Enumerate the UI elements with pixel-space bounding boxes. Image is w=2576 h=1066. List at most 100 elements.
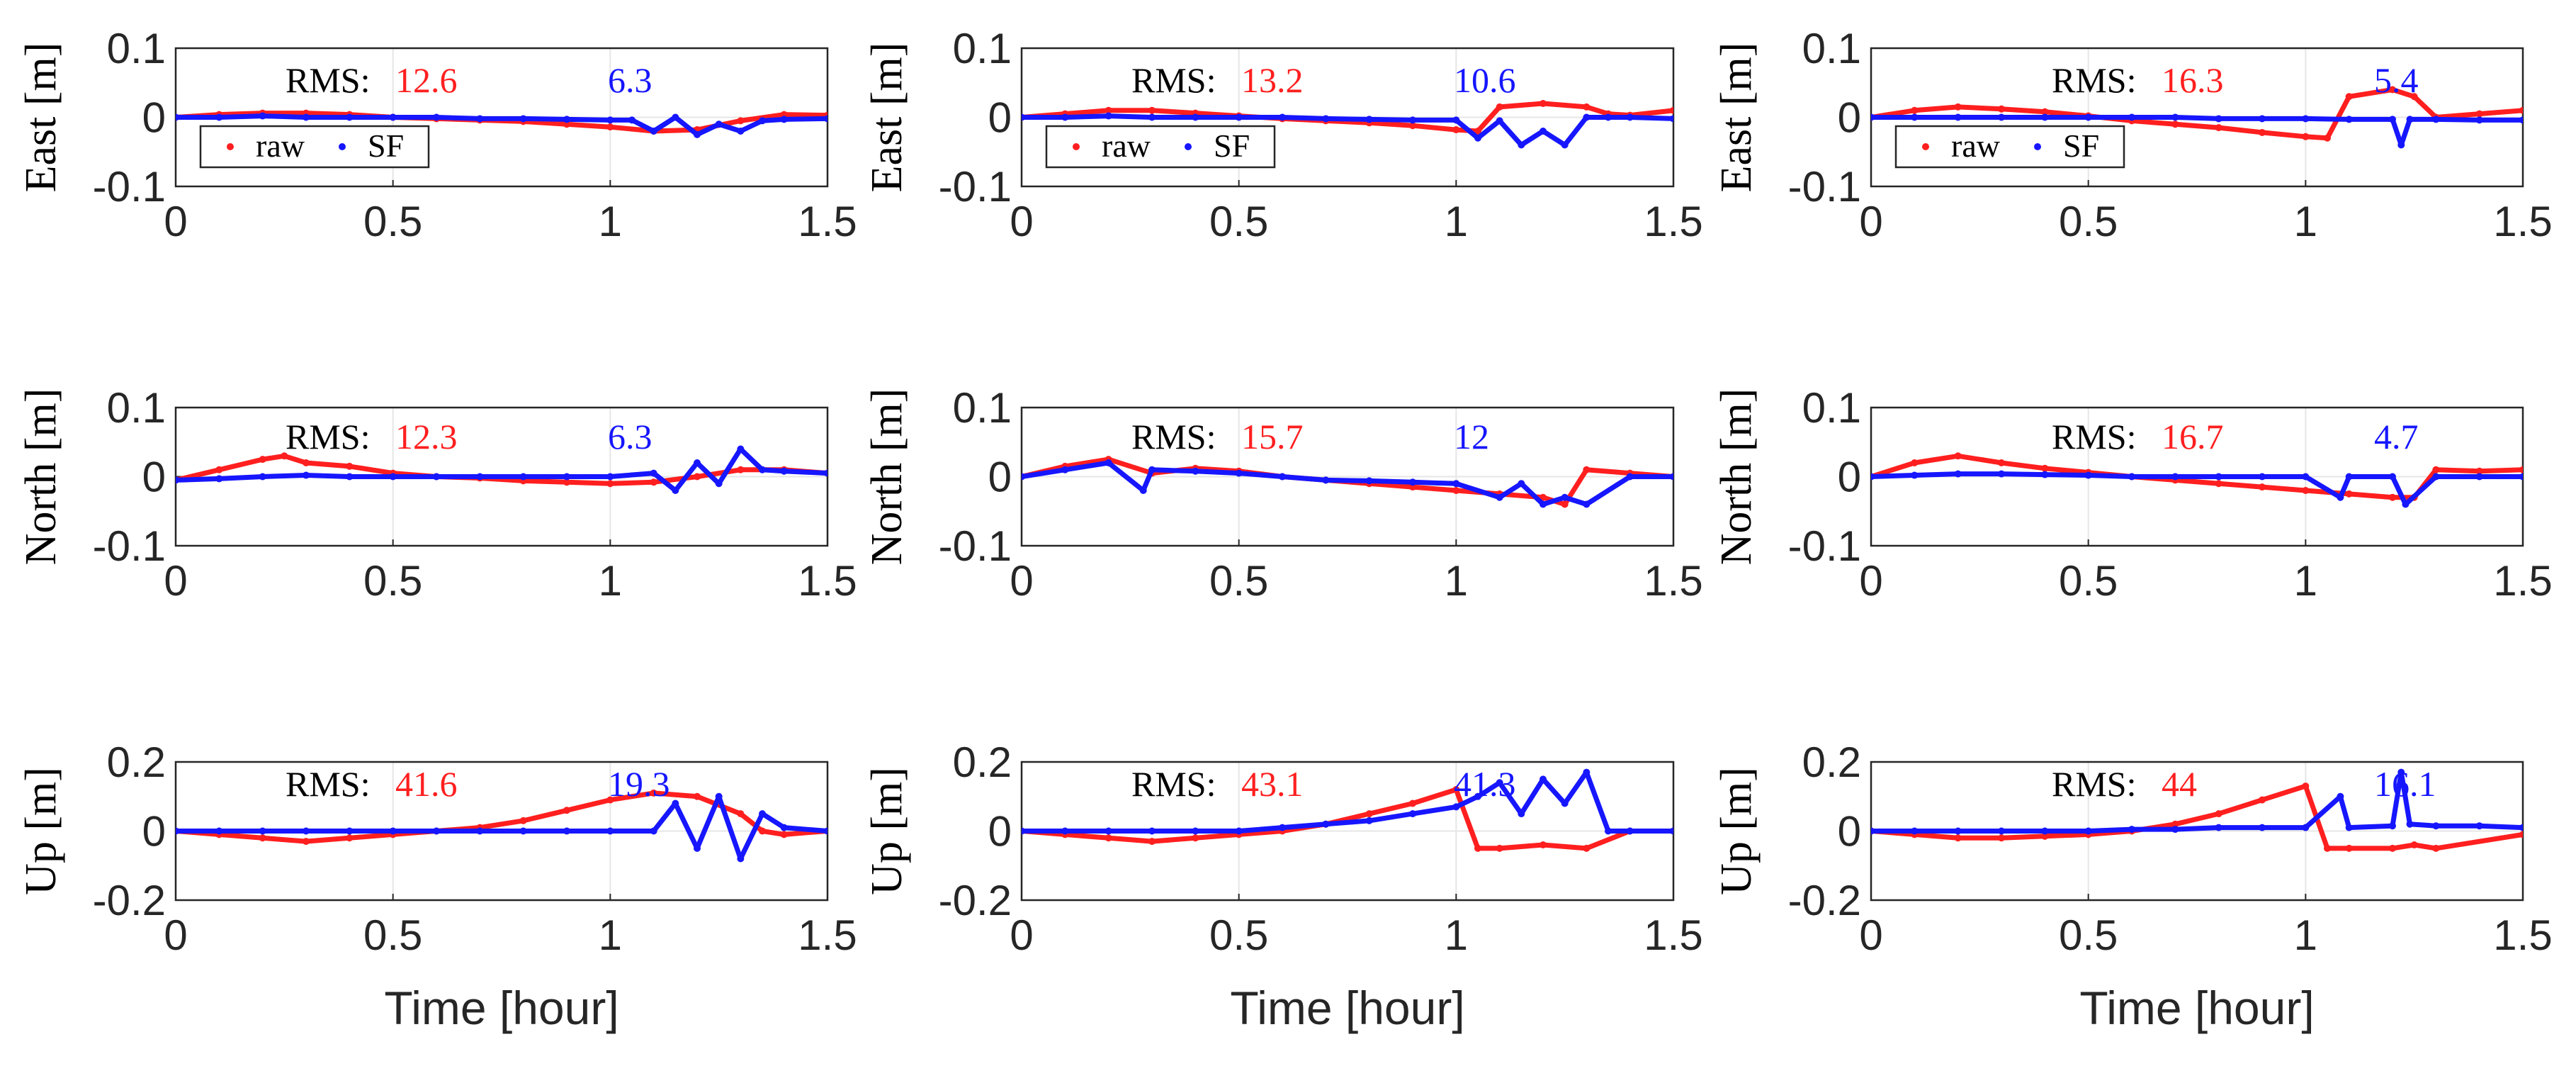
y-axis-label: North [m] xyxy=(17,388,65,566)
data-point-raw xyxy=(2389,493,2396,501)
data-point-SF xyxy=(1365,477,1373,485)
data-point-SF xyxy=(389,113,397,121)
data-point-SF xyxy=(1061,466,1069,473)
x-tick-label: 1.5 xyxy=(1644,911,1702,959)
rms-label: RMS: xyxy=(1131,417,1216,456)
y-tick-label: 0.2 xyxy=(1802,739,1861,786)
subplot-c2-up: 0 0.5 1 1.5-0.200.2Up [m]Time [hour]RMS: 43.… xyxy=(863,739,1703,1034)
data-point-SF xyxy=(1139,487,1147,494)
data-point-raw xyxy=(1148,106,1156,114)
rms-raw-value: 16.7 xyxy=(2162,417,2224,456)
y-axis-label: East [m] xyxy=(863,43,911,193)
data-point-raw xyxy=(737,466,745,473)
y-tick-label: -0.1 xyxy=(93,522,166,570)
x-tick-label: 0.5 xyxy=(363,198,422,245)
data-point-SF xyxy=(715,792,723,800)
data-point-SF xyxy=(2215,115,2222,123)
data-point-SF xyxy=(1279,473,1286,481)
data-point-SF xyxy=(1670,115,1673,123)
data-point-raw xyxy=(606,796,614,804)
data-point-SF xyxy=(2084,827,2092,835)
y-tick-label: 0 xyxy=(988,94,1012,142)
data-point-SF xyxy=(1235,469,1243,477)
data-point-raw xyxy=(259,834,266,842)
data-point-raw xyxy=(1452,126,1460,134)
series-raw xyxy=(1022,786,1673,852)
data-point-SF xyxy=(1409,810,1416,818)
x-tick-label: 1.5 xyxy=(1644,198,1702,245)
data-point-SF xyxy=(2389,116,2396,123)
data-point-SF xyxy=(2128,473,2135,481)
x-tick-label: 0 xyxy=(1010,198,1033,245)
y-tick-label: -0.1 xyxy=(1788,522,1861,570)
legend-box xyxy=(199,125,430,169)
y-tick-label: 0.1 xyxy=(953,25,1012,72)
rms-sf-value: 5.4 xyxy=(2374,60,2419,100)
rms-label: RMS: xyxy=(286,417,371,456)
data-point-SF xyxy=(346,473,354,481)
data-point-SF xyxy=(1998,113,2005,121)
data-point-SF xyxy=(1605,113,1612,121)
data-point-SF xyxy=(476,473,484,481)
data-point-SF xyxy=(824,469,827,477)
rms-label: RMS: xyxy=(286,764,371,804)
data-point-SF xyxy=(303,827,310,835)
data-point-raw xyxy=(1670,106,1673,114)
data-point-raw xyxy=(2041,108,2049,116)
x-tick-label: 1 xyxy=(1445,911,1468,959)
data-point-SF xyxy=(1998,470,2005,478)
y-tick-label: 0.2 xyxy=(953,739,1012,786)
x-tick-label: 0.5 xyxy=(2059,911,2118,959)
y-tick-label: -0.2 xyxy=(93,877,166,924)
data-point-raw xyxy=(2389,844,2396,852)
data-point-raw xyxy=(1474,128,1481,135)
x-tick-label: 1 xyxy=(1445,557,1468,605)
data-layer xyxy=(1022,768,1673,852)
series-SF xyxy=(176,445,827,494)
legend-box xyxy=(1894,125,2125,169)
series-SF xyxy=(176,792,827,863)
data-point-SF xyxy=(2259,115,2266,123)
data-point-SF xyxy=(176,827,179,835)
y-axis-label: North [m] xyxy=(863,388,911,566)
data-point-SF xyxy=(2389,822,2396,830)
series-line-raw xyxy=(1871,87,2523,141)
rms-label: RMS: xyxy=(2052,60,2137,100)
data-point-SF xyxy=(1452,480,1460,488)
data-point-raw xyxy=(1540,100,1547,107)
data-point-raw xyxy=(1192,834,1199,842)
data-point-raw xyxy=(2345,490,2353,498)
rms-label: RMS: xyxy=(1131,60,1216,100)
data-point-raw xyxy=(2389,86,2396,94)
rms-label: RMS: xyxy=(286,60,371,100)
x-tick-label: 1 xyxy=(2294,557,2317,605)
rms-raw-value: 43.1 xyxy=(1241,764,1304,804)
data-point-SF xyxy=(433,113,440,121)
data-point-SF xyxy=(303,113,310,121)
x-tick-label: 1.5 xyxy=(2493,557,2552,605)
data-point-SF xyxy=(2128,826,2135,834)
data-point-SF xyxy=(1235,113,1243,121)
data-point-raw xyxy=(780,831,788,838)
data-point-raw xyxy=(2475,467,2483,475)
rms-sf-value: 6.3 xyxy=(608,417,653,456)
y-axis-label: Up [m] xyxy=(863,767,911,895)
data-point-SF xyxy=(2345,824,2353,831)
data-point-SF xyxy=(1496,779,1503,787)
x-tick-label: 0.5 xyxy=(2059,557,2118,605)
x-tick-label: 1 xyxy=(599,198,622,245)
y-tick-label: 0.2 xyxy=(107,739,166,786)
data-point-raw xyxy=(737,810,745,818)
data-point-SF xyxy=(1583,768,1591,776)
data-point-SF xyxy=(759,810,766,818)
y-tick-label: 0.1 xyxy=(1802,384,1861,432)
series-line-SF xyxy=(176,113,827,138)
rms-raw-value: 12.6 xyxy=(395,60,458,100)
data-point-SF xyxy=(2302,473,2310,481)
data-layer xyxy=(176,109,827,138)
data-point-SF xyxy=(1911,827,1919,835)
data-point-raw xyxy=(1105,834,1112,842)
